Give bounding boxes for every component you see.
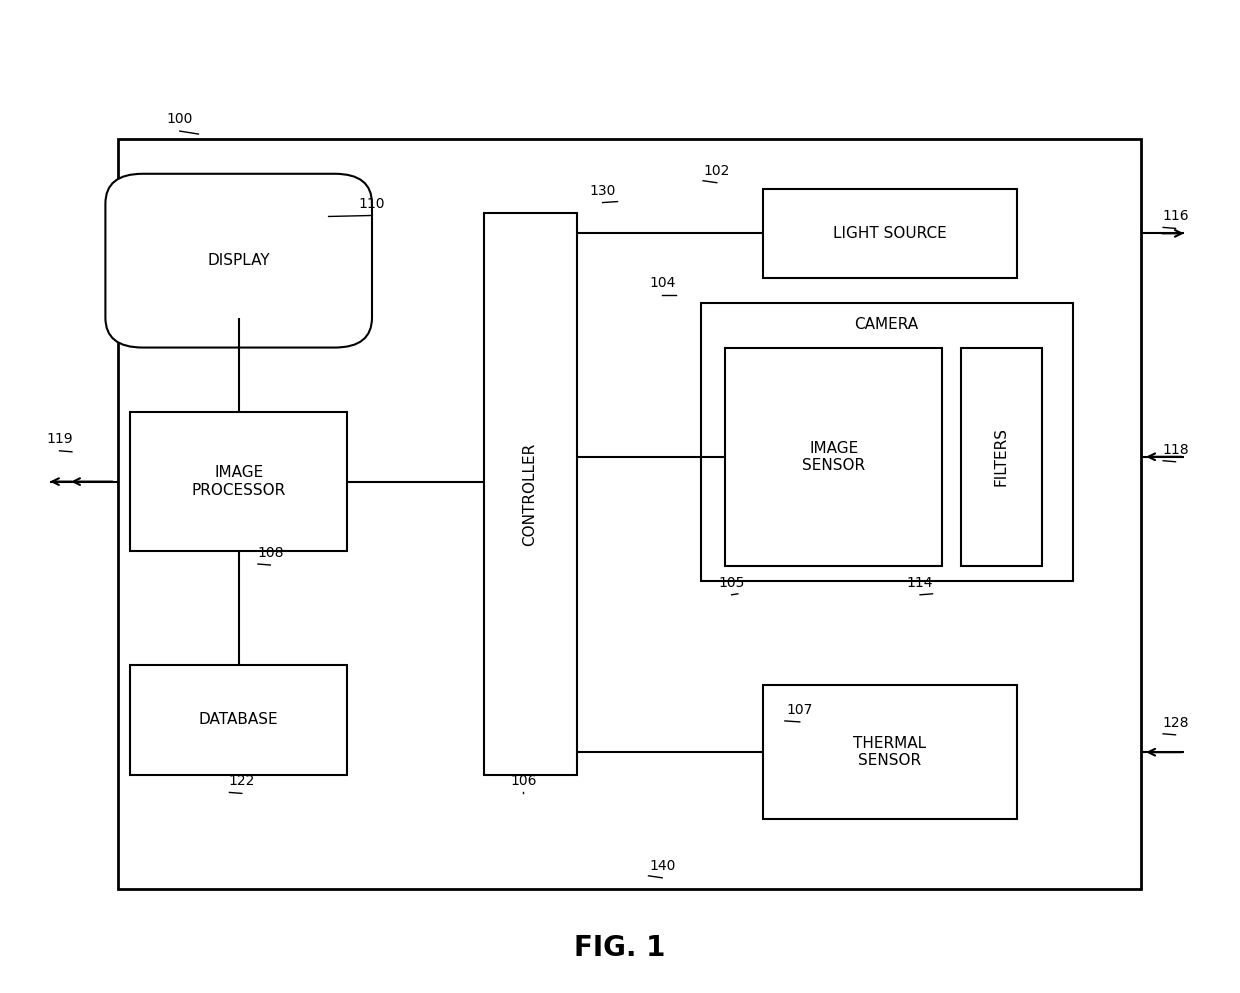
Text: IMAGE
SENSOR: IMAGE SENSOR [802,441,866,473]
Text: 140: 140 [649,859,676,873]
Text: FILTERS: FILTERS [993,427,1009,487]
Text: THERMAL
SENSOR: THERMAL SENSOR [853,736,926,769]
Text: 110: 110 [358,197,386,211]
Text: 107: 107 [786,703,813,717]
FancyBboxPatch shape [701,303,1073,581]
Text: FIG. 1: FIG. 1 [574,934,666,962]
Text: 100: 100 [166,112,193,126]
Text: 122: 122 [228,775,255,788]
Text: 116: 116 [1162,210,1189,223]
FancyBboxPatch shape [118,139,1141,889]
Text: IMAGE
PROCESSOR: IMAGE PROCESSOR [191,466,286,497]
Text: 130: 130 [589,184,616,198]
Text: 118: 118 [1162,443,1189,457]
Text: DISPLAY: DISPLAY [207,253,270,268]
Text: 119: 119 [46,432,73,446]
Text: 106: 106 [510,775,537,788]
Text: 105: 105 [718,576,745,590]
FancyBboxPatch shape [763,685,1017,819]
FancyBboxPatch shape [725,348,942,566]
FancyBboxPatch shape [961,348,1042,566]
Text: CONTROLLER: CONTROLLER [522,443,538,545]
Text: 104: 104 [649,276,676,290]
Text: 108: 108 [257,546,284,560]
Text: 102: 102 [703,164,730,178]
Text: 114: 114 [906,576,934,590]
Text: DATABASE: DATABASE [198,712,279,728]
FancyBboxPatch shape [130,412,347,551]
Text: CAMERA: CAMERA [854,317,919,333]
Text: 128: 128 [1162,716,1189,730]
FancyBboxPatch shape [484,213,577,775]
FancyBboxPatch shape [130,665,347,775]
FancyBboxPatch shape [105,174,372,348]
FancyBboxPatch shape [763,189,1017,278]
Text: LIGHT SOURCE: LIGHT SOURCE [833,225,946,241]
